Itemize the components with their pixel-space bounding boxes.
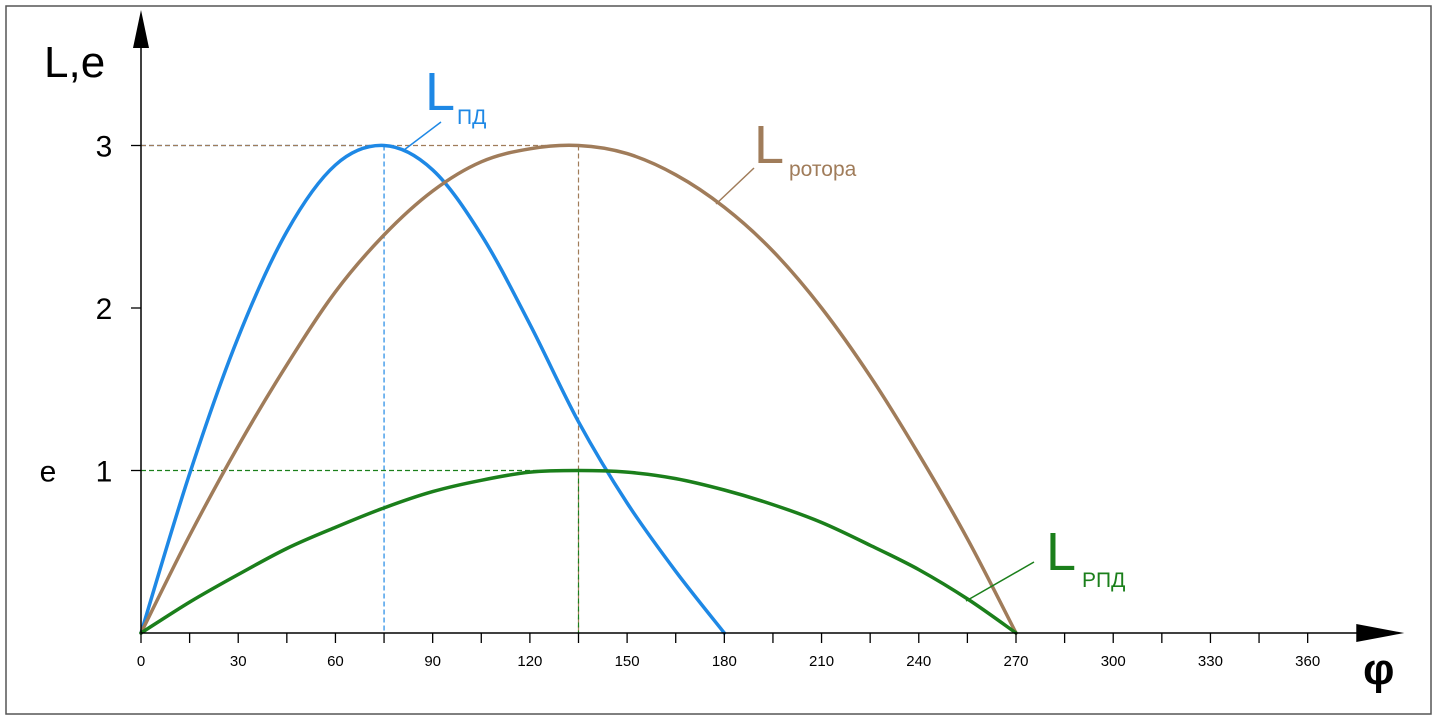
x-tick-label: 240: [906, 653, 931, 670]
series-curves-group: [139, 143, 1018, 635]
x-tick-label: 210: [809, 653, 834, 670]
series-line-rpd: [139, 468, 1018, 635]
y-marker-label: e: [40, 456, 57, 489]
x-tick-label: 0: [137, 653, 145, 670]
x-tick-label: 120: [517, 653, 542, 670]
x-axis-title: φ: [1363, 645, 1394, 694]
series-label-sub-rotor: ротора: [789, 158, 857, 181]
x-tick-label: 60: [327, 653, 344, 670]
series-label-main-rotor: L: [754, 115, 784, 175]
guide-lines-group: [141, 144, 580, 633]
y-axis-title: L,e: [44, 38, 105, 87]
axes-group: [133, 10, 1405, 642]
x-tick-label: 90: [424, 653, 441, 670]
x-tick-label: 30: [230, 653, 247, 670]
series-line-pd: [139, 143, 727, 635]
series-label-main-rpd: L: [1046, 522, 1076, 582]
x-tick-label: 360: [1295, 653, 1320, 670]
y-axis-arrow-icon: [133, 10, 149, 48]
series-label-leader-rotor: [715, 167, 755, 205]
series-label-main-pd: L: [425, 62, 455, 122]
x-axis-arrow-icon: [1356, 624, 1405, 642]
series-label-sub-rpd: РПД: [1082, 569, 1125, 592]
y-tick-label: 3: [96, 131, 113, 164]
x-tick-label: 300: [1101, 653, 1126, 670]
series-label-leader-rpd: [965, 561, 1035, 602]
y-tick-label: 2: [96, 293, 113, 326]
x-tick-label: 270: [1003, 653, 1028, 670]
series-label-leader-pd: [403, 121, 442, 151]
x-tick-label: 330: [1198, 653, 1223, 670]
series-line-rotor: [139, 143, 1018, 635]
x-tick-label: 150: [615, 653, 640, 670]
series-label-sub-pd: ПД: [457, 106, 486, 129]
chart-frame: [5, 5, 1432, 715]
x-tick-label: 180: [712, 653, 737, 670]
y-tick-label: 1: [96, 456, 113, 489]
ticks-group: 0 30 60 90 120 150 180 210 240 270 300 330 360 1 2 3: [96, 131, 1321, 671]
